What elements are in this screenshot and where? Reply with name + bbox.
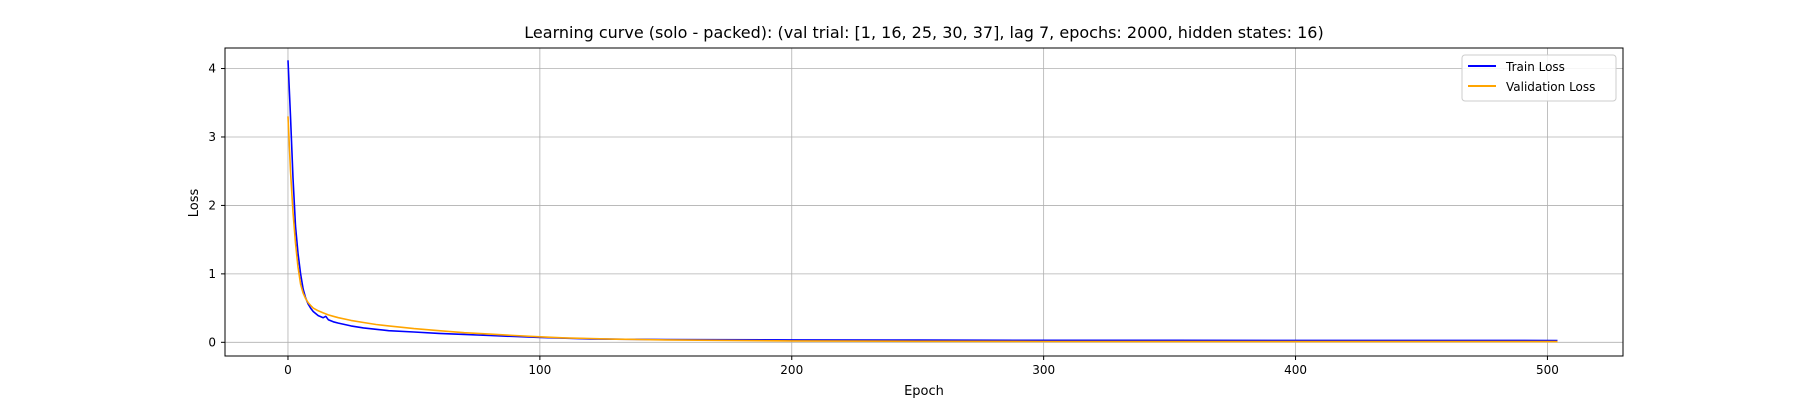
x-axis-label: Epoch — [904, 384, 944, 399]
y-tick-label: 3 — [208, 130, 216, 144]
y-axis-label: Loss — [187, 189, 202, 218]
x-tick-label: 100 — [528, 363, 551, 377]
legend-train-loss-label: Train Loss — [1505, 60, 1565, 74]
y-tick-label: 4 — [208, 62, 216, 76]
x-tick-label: 400 — [1284, 363, 1307, 377]
x-tick-label: 300 — [1032, 363, 1055, 377]
x-axis-ticks: 0 100 200 300 400 500 — [284, 356, 1559, 377]
y-tick-label: 0 — [208, 335, 216, 349]
chart-title: Learning curve (solo - packed): (val tri… — [524, 23, 1323, 42]
legend: Train Loss Validation Loss — [1461, 54, 1617, 102]
validation-loss-line — [287, 116, 1558, 343]
legend-box — [1461, 54, 1617, 102]
y-tick-label: 1 — [208, 267, 216, 281]
train-loss-line — [287, 60, 1558, 342]
x-tick-label: 500 — [1536, 363, 1559, 377]
legend-validation-loss-label: Validation Loss — [1506, 80, 1595, 94]
y-axis-ticks: 0 1 2 3 4 — [208, 62, 225, 349]
series-layer — [287, 60, 1558, 343]
y-tick-label: 2 — [208, 198, 216, 212]
plot-frame — [224, 47, 1624, 357]
x-tick-label: 200 — [780, 363, 803, 377]
x-tick-label: 0 — [284, 363, 292, 377]
